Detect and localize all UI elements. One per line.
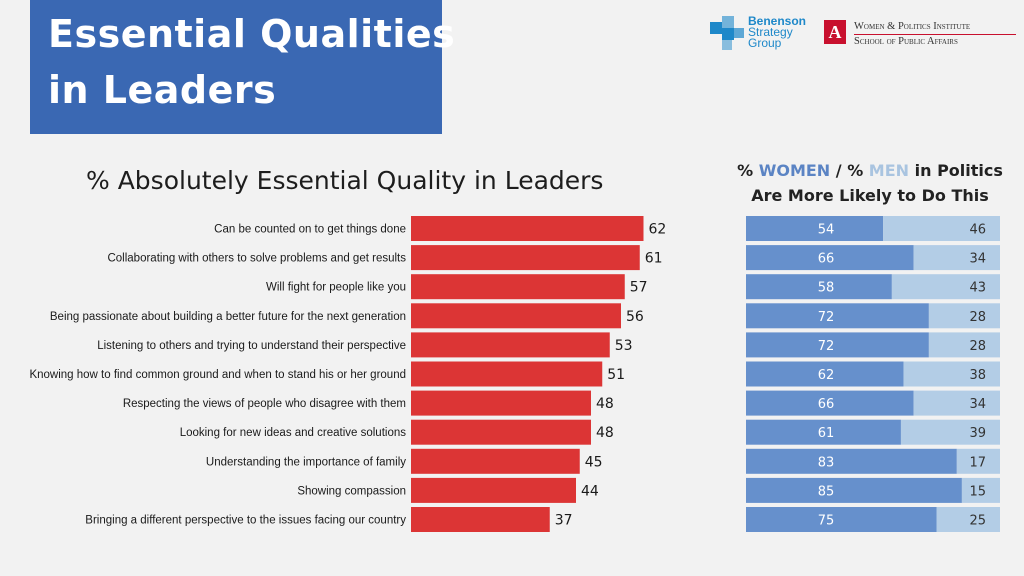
men-value-label: 15 bbox=[969, 484, 986, 499]
women-segment bbox=[746, 216, 883, 241]
essential-bar bbox=[411, 478, 576, 503]
essential-value-label: 56 bbox=[626, 309, 644, 325]
men-value-label: 25 bbox=[969, 514, 986, 529]
men-value-label: 34 bbox=[969, 397, 986, 412]
category-label: Understanding the importance of family bbox=[206, 456, 406, 468]
charts-canvas: Can be counted on to get things done 62 54… bbox=[0, 0, 1024, 576]
essential-value-label: 61 bbox=[645, 251, 663, 267]
essential-value-label: 53 bbox=[615, 338, 633, 354]
men-value-label: 28 bbox=[969, 339, 986, 354]
men-segment bbox=[914, 391, 1000, 416]
essential-bar bbox=[411, 245, 640, 270]
essential-bar bbox=[411, 216, 644, 241]
women-value-label: 54 bbox=[818, 223, 835, 238]
men-value-label: 39 bbox=[969, 426, 986, 441]
category-label: Will fight for people like you bbox=[266, 282, 406, 294]
men-value-label: 43 bbox=[969, 281, 986, 296]
men-segment bbox=[914, 245, 1000, 270]
women-value-label: 61 bbox=[818, 426, 835, 441]
category-label: Bringing a different perspective to the … bbox=[85, 515, 406, 527]
men-value-label: 34 bbox=[969, 252, 986, 267]
category-label: Showing compassion bbox=[297, 485, 406, 497]
category-label: Collaborating with others to solve probl… bbox=[107, 253, 406, 265]
essential-value-label: 48 bbox=[596, 396, 614, 412]
women-segment bbox=[746, 449, 957, 474]
essential-bar bbox=[411, 303, 621, 328]
women-value-label: 62 bbox=[818, 368, 835, 383]
essential-bar bbox=[411, 362, 602, 387]
men-segment bbox=[937, 507, 1001, 532]
category-label: Looking for new ideas and creative solut… bbox=[180, 427, 407, 439]
category-label: Can be counted on to get things done bbox=[214, 224, 406, 236]
women-value-label: 72 bbox=[818, 310, 835, 325]
essential-value-label: 57 bbox=[630, 280, 648, 296]
essential-bar bbox=[411, 507, 550, 532]
men-segment bbox=[929, 303, 1000, 328]
essential-value-label: 48 bbox=[596, 425, 614, 441]
essential-value-label: 51 bbox=[607, 367, 625, 383]
essential-bar bbox=[411, 332, 610, 357]
category-label: Knowing how to find common ground and wh… bbox=[29, 369, 406, 381]
essential-bar bbox=[411, 274, 625, 299]
women-value-label: 72 bbox=[818, 339, 835, 354]
women-segment bbox=[746, 507, 937, 532]
essential-bar bbox=[411, 449, 580, 474]
men-value-label: 28 bbox=[969, 310, 986, 325]
essential-bar bbox=[411, 391, 591, 416]
essential-value-label: 45 bbox=[585, 454, 603, 470]
essential-value-label: 62 bbox=[649, 222, 667, 238]
essential-value-label: 37 bbox=[555, 513, 573, 529]
category-label: Listening to others and trying to unders… bbox=[97, 340, 406, 352]
men-value-label: 17 bbox=[969, 455, 986, 470]
women-segment bbox=[746, 478, 962, 503]
women-value-label: 85 bbox=[818, 484, 835, 499]
essential-bar bbox=[411, 420, 591, 445]
category-label: Respecting the views of people who disag… bbox=[123, 398, 406, 410]
women-value-label: 58 bbox=[818, 281, 835, 296]
essential-value-label: 44 bbox=[581, 483, 599, 499]
men-value-label: 46 bbox=[969, 223, 986, 238]
women-segment bbox=[746, 303, 929, 328]
women-segment bbox=[746, 332, 929, 357]
women-value-label: 66 bbox=[818, 397, 835, 412]
women-value-label: 75 bbox=[818, 514, 835, 529]
men-value-label: 38 bbox=[969, 368, 986, 383]
category-label: Being passionate about building a better… bbox=[50, 311, 406, 323]
women-value-label: 66 bbox=[818, 252, 835, 267]
women-value-label: 83 bbox=[818, 455, 835, 470]
men-segment bbox=[929, 332, 1000, 357]
